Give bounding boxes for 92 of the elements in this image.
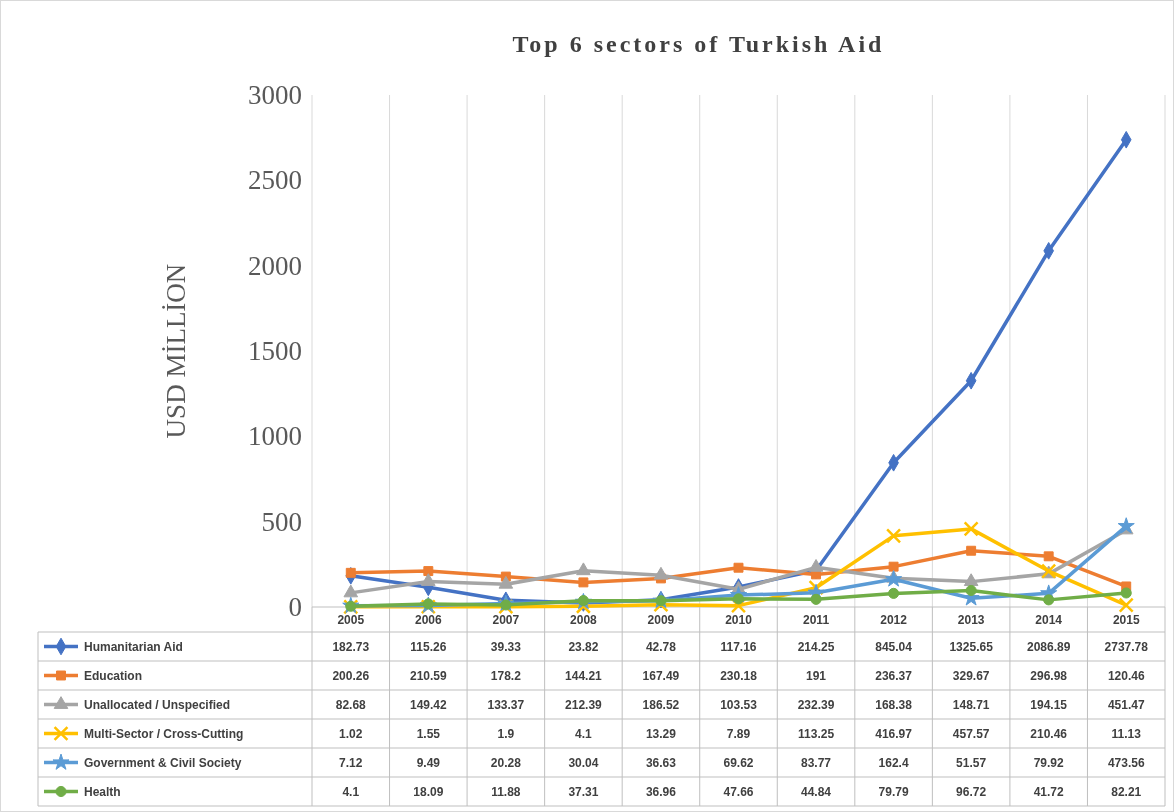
data-label: 36.96 [645,785,677,799]
data-label: 416.97 [875,727,913,741]
data-label: 79.92 [1033,756,1065,770]
data-label: 4.1 [342,785,360,799]
legend-label: Education [84,669,143,683]
legend-label: Unallocated / Unspecified [84,698,231,712]
legend-label: Humanitarian Aid [84,640,183,654]
data-label: 83.77 [801,756,832,770]
data-label: 69.62 [723,756,754,770]
data-label: 451.47 [1107,698,1145,712]
x-tick-label: 2010 [725,613,753,627]
data-label: 1.9 [497,727,515,741]
data-label: 47.66 [723,785,754,799]
y-tick-label: 1500 [248,336,302,367]
data-label: 210.59 [409,669,447,683]
data-label: 82.21 [1111,785,1142,799]
data-label: 182.73 [332,640,370,654]
x-tick-label: 2005 [337,613,365,627]
y-tick-label: 3000 [248,80,302,111]
data-label: 1.55 [416,727,441,741]
data-label: 115.26 [410,640,447,654]
data-label: 120.46 [1107,669,1145,683]
chart-title: Top 6 sectors of Turkish Aid [512,31,885,57]
x-tick-label: 2013 [957,613,985,627]
data-label: 200.26 [332,669,370,683]
data-label: 178.2 [490,669,522,683]
x-tick-label: 2009 [647,613,675,627]
data-label: 103.53 [720,698,758,712]
data-label: 18.09 [413,785,444,799]
data-label: 37.31 [568,785,599,799]
data-label: 212.39 [565,698,603,712]
data-label: 191 [806,669,827,683]
data-label: 117.16 [720,640,757,654]
x-tick-label: 2015 [1112,613,1140,627]
x-tick-label: 2008 [570,613,598,627]
data-label: 39.33 [490,640,522,654]
y-tick-label: 1000 [248,421,302,452]
data-label: 236.37 [875,669,913,683]
data-label: 30.04 [568,756,599,770]
data-label: 7.12 [339,756,363,770]
data-label: 96.72 [956,785,987,799]
data-label: 41.72 [1033,785,1065,799]
data-label: 296.98 [1030,669,1068,683]
data-label: 473.56 [1107,756,1145,770]
y-axis-title: USD MİLLİON [161,263,191,439]
data-label: 44.84 [801,785,832,799]
legend-label: Government & Civil Society [84,756,242,770]
y-tick-label: 0 [288,592,302,623]
data-label: 162.4 [878,756,909,770]
data-label: 36.63 [645,756,677,770]
data-label: 82.68 [335,698,367,712]
legend-label: Health [84,785,121,799]
data-label: 2737.78 [1104,640,1149,654]
data-label: 42.78 [645,640,677,654]
data-label: 11.13 [1111,727,1142,741]
data-label: 167.49 [642,669,680,683]
data-label: 2086.89 [1026,640,1071,654]
data-label: 186.52 [642,698,680,712]
x-tick-label: 2006 [414,613,442,627]
x-tick-label: 2014 [1035,613,1063,627]
data-label: 144.21 [565,669,603,683]
x-tick-label: 2007 [492,613,520,627]
data-label: 149.42 [409,698,447,712]
data-label: 7.89 [726,727,751,741]
x-tick-label: 2011 [803,613,830,627]
data-label: 20.28 [490,756,522,770]
data-label: 329.67 [952,669,990,683]
data-label: 232.39 [797,698,835,712]
data-label: 168.38 [875,698,913,712]
y-tick-label: 2000 [248,250,302,281]
data-label: 4.1 [575,727,593,741]
data-label: 133.37 [487,698,525,712]
data-label: 1325.65 [949,640,994,654]
data-label: 11.88 [491,785,521,799]
data-label: 1.02 [339,727,363,741]
data-label: 230.18 [720,669,758,683]
y-tick-label: 500 [261,506,302,537]
data-label: 845.04 [875,640,913,654]
data-label: 23.82 [568,640,599,654]
data-label: 148.71 [952,698,990,712]
data-label: 51.57 [956,756,987,770]
data-label: 214.25 [797,640,835,654]
data-label: 13.29 [645,727,677,741]
data-label: 194.15 [1030,698,1068,712]
x-tick-label: 2012 [880,613,908,627]
data-label: 113.25 [798,727,835,741]
data-label: 9.49 [416,756,441,770]
legend-label: Multi-Sector / Cross-Cutting [84,727,244,741]
data-label: 210.46 [1030,727,1068,741]
data-label: 457.57 [952,727,990,741]
y-tick-label: 2500 [248,165,302,196]
data-label: 79.79 [878,785,909,799]
